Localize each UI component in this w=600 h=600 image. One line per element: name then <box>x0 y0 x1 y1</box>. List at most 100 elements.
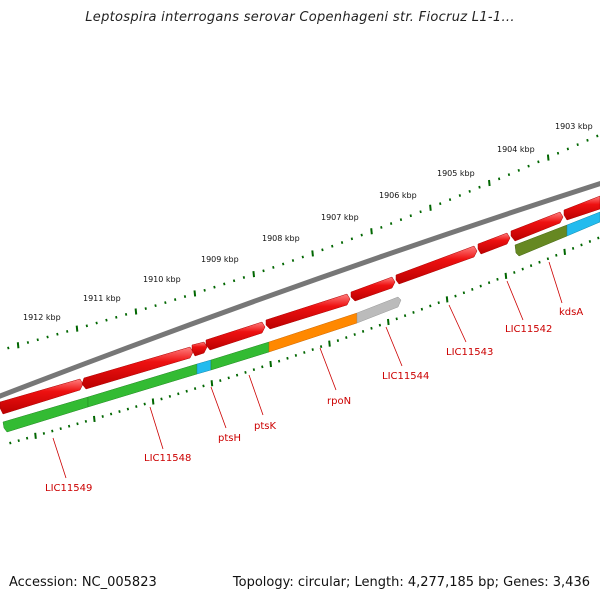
gene-arrow[interactable] <box>0 378 84 415</box>
gene-arrow[interactable] <box>356 296 402 324</box>
gene-label-LIC11543[interactable]: LIC11543 <box>446 347 493 358</box>
minor-tick <box>235 373 239 377</box>
minor-tick <box>26 341 30 344</box>
minor-tick <box>109 412 113 416</box>
gene-arrow[interactable] <box>477 232 511 255</box>
gene-label-ptsK[interactable]: ptsK <box>254 421 276 432</box>
minor-tick <box>370 326 373 330</box>
gene-label-ptsH[interactable]: ptsH <box>218 433 241 444</box>
gene-label-LIC11542[interactable]: LIC11542 <box>505 324 552 335</box>
minor-tick <box>538 260 541 264</box>
minor-tick <box>340 241 344 244</box>
minor-tick <box>154 304 157 308</box>
minor-tick <box>576 143 579 147</box>
minor-tick <box>521 267 524 271</box>
gene-arrow[interactable] <box>350 276 396 302</box>
minor-tick <box>135 405 138 408</box>
minor-tick <box>203 288 206 292</box>
minor-tick <box>586 138 589 142</box>
minor-tick <box>319 345 323 349</box>
minor-tick <box>85 324 89 328</box>
minor-tick <box>168 394 172 398</box>
minor-tick <box>571 246 575 250</box>
gene-labels: kdsA LIC11542 LIC11543 LIC11544 rpoN pts… <box>45 307 583 494</box>
minor-tick <box>321 248 324 252</box>
minor-tick <box>462 291 466 295</box>
scale-label: 1909 kbp <box>201 255 239 264</box>
minor-tick <box>277 359 281 363</box>
minor-tick <box>378 323 382 327</box>
minor-tick <box>588 240 592 243</box>
minor-tick <box>345 336 348 339</box>
gene-arrow[interactable] <box>191 341 208 357</box>
minor-tick <box>429 304 432 308</box>
minor-tick <box>513 271 516 274</box>
minor-tick <box>458 194 462 197</box>
minor-tick <box>496 277 499 281</box>
major-tick <box>504 272 508 280</box>
gene-label-rpoN[interactable]: rpoN <box>327 396 351 407</box>
gene-arrow[interactable] <box>514 224 568 257</box>
inner-scale-ticks <box>9 236 600 445</box>
minor-tick <box>177 392 180 396</box>
major-tick <box>370 228 373 235</box>
minor-tick <box>232 279 236 283</box>
minor-tick <box>42 432 46 435</box>
gene-label-kdsA[interactable]: kdsA <box>559 307 583 318</box>
minor-tick <box>448 198 452 202</box>
gene-arrow[interactable] <box>510 211 564 242</box>
minor-tick <box>507 173 511 177</box>
gene-arrow[interactable] <box>81 346 194 390</box>
major-tick <box>252 271 256 278</box>
gene-arrow[interactable] <box>2 396 89 433</box>
minor-tick <box>115 315 118 319</box>
minor-tick <box>244 370 247 374</box>
major-tick <box>75 325 79 332</box>
major-tick <box>429 204 432 211</box>
minor-tick <box>420 307 424 311</box>
gene-arrow[interactable] <box>265 293 351 330</box>
gene-label-LIC11544[interactable]: LIC11544 <box>382 371 429 382</box>
gene-arrow[interactable] <box>196 359 212 375</box>
scale-labels: 1903 kbp 1904 kbp 1905 kbp 1906 kbp 1907 kbp… <box>23 122 593 322</box>
minor-tick <box>281 262 285 266</box>
minor-tick <box>262 269 265 273</box>
gene-arrow[interactable] <box>566 211 600 237</box>
scale-label: 1906 kbp <box>379 191 417 200</box>
major-tick <box>93 415 96 423</box>
minor-tick <box>301 255 304 259</box>
minor-tick <box>409 214 412 218</box>
minor-tick <box>219 379 222 383</box>
label-leaders <box>52 261 563 479</box>
gene-label-LIC11549[interactable]: LIC11549 <box>45 483 92 494</box>
minor-tick <box>361 329 365 333</box>
minor-tick <box>471 287 474 291</box>
minor-tick <box>580 243 583 247</box>
gene-arrow[interactable] <box>205 321 266 351</box>
gene-arrow[interactable] <box>395 245 478 285</box>
gene-label-LIC11548[interactable]: LIC11548 <box>144 453 191 464</box>
minor-tick <box>419 210 422 214</box>
minor-tick <box>95 321 98 325</box>
minor-tick <box>124 312 128 316</box>
minor-tick <box>311 348 314 351</box>
minor-tick <box>202 384 205 388</box>
scale-label: 1907 kbp <box>321 213 359 222</box>
minor-tick <box>252 368 256 372</box>
minor-tick <box>7 346 10 350</box>
minor-tick <box>566 147 570 151</box>
major-tick <box>387 318 390 326</box>
minor-tick <box>479 284 482 288</box>
reverse-strand <box>2 211 600 433</box>
major-tick <box>134 308 138 315</box>
major-tick <box>488 179 491 187</box>
minor-tick <box>17 439 20 443</box>
minor-tick <box>294 353 298 357</box>
minor-tick <box>143 402 146 406</box>
minor-tick <box>399 218 403 222</box>
minor-tick <box>596 134 599 138</box>
minor-tick <box>261 365 264 369</box>
minor-tick <box>46 335 49 339</box>
gene-arrow[interactable] <box>563 195 600 221</box>
